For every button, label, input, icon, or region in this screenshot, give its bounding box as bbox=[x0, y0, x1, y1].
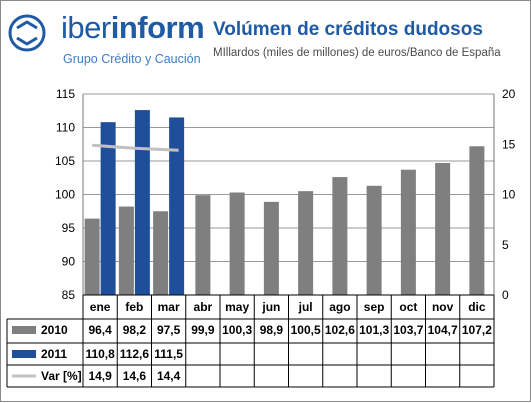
data-label: 112,6 bbox=[120, 347, 150, 361]
y-tick-label: 85 bbox=[62, 288, 76, 302]
legend-swatch bbox=[12, 326, 36, 334]
data-label: 103,7 bbox=[393, 323, 423, 337]
bar-2010 bbox=[118, 206, 134, 295]
x-category-label: jul bbox=[298, 300, 313, 314]
bar-2010 bbox=[332, 177, 348, 295]
bar-2010 bbox=[435, 163, 451, 295]
data-label: 107,2 bbox=[462, 323, 492, 337]
bar-2010 bbox=[153, 211, 169, 295]
y-tick-label: 115 bbox=[56, 87, 75, 101]
x-category-label: ago bbox=[329, 300, 350, 314]
brand-logo-text: iberinform bbox=[61, 10, 205, 45]
y-tick-label: 110 bbox=[56, 121, 75, 135]
data-label: 14,4 bbox=[157, 369, 181, 383]
legend-swatch bbox=[12, 350, 36, 358]
x-category-label: sep bbox=[364, 300, 385, 314]
legend-label: 2010 bbox=[41, 323, 68, 337]
x-category-label: may bbox=[225, 300, 249, 314]
y-tick-label: 100 bbox=[55, 188, 75, 202]
y-tick-label: 105 bbox=[55, 154, 75, 168]
bar-2010 bbox=[400, 169, 416, 295]
data-label: 14,9 bbox=[88, 369, 112, 383]
x-category-label: feb bbox=[125, 300, 143, 314]
y2-tick-label: 10 bbox=[502, 188, 516, 202]
bar-2011 bbox=[134, 110, 150, 295]
bar-2010 bbox=[263, 201, 279, 295]
x-category-label: dic bbox=[468, 300, 486, 314]
legend-label: 2011 bbox=[41, 347, 67, 361]
data-label: 111,5 bbox=[154, 347, 183, 361]
x-category-label: oct bbox=[399, 300, 417, 314]
chart-subtitle: MIllardos (miles de millones) de euros/B… bbox=[213, 47, 501, 59]
y2-tick-label: 15 bbox=[502, 137, 516, 151]
bar-2010 bbox=[229, 192, 245, 295]
bar-2011 bbox=[100, 122, 116, 295]
y-tick-label: 90 bbox=[62, 255, 76, 269]
data-label: 98,2 bbox=[123, 323, 147, 337]
bar-2011 bbox=[169, 117, 185, 295]
data-label: 14,6 bbox=[123, 369, 147, 383]
bar-2010 bbox=[84, 218, 100, 295]
brand-tagline: Grupo Crédito y Caución bbox=[63, 52, 201, 66]
data-label: 101,3 bbox=[359, 323, 389, 337]
x-category-label: mar bbox=[158, 300, 180, 314]
x-category-label: nov bbox=[432, 300, 454, 314]
x-category-label: abr bbox=[194, 300, 213, 314]
x-category-label: ene bbox=[90, 300, 111, 314]
data-label: 97,5 bbox=[157, 323, 181, 337]
bar-2010 bbox=[366, 185, 382, 295]
x-category-label: jun bbox=[261, 300, 280, 314]
data-label: 99,9 bbox=[191, 323, 215, 337]
y-tick-label: 95 bbox=[62, 221, 76, 235]
y2-tick-label: 5 bbox=[502, 238, 509, 252]
data-label: 96,4 bbox=[88, 323, 112, 337]
data-label: 110,8 bbox=[85, 347, 115, 361]
bar-2010 bbox=[469, 146, 485, 295]
data-label: 100,3 bbox=[222, 323, 252, 337]
legend-label: Var [%] bbox=[41, 369, 82, 383]
data-label: 104,7 bbox=[428, 323, 458, 337]
data-label: 98,9 bbox=[260, 323, 284, 337]
data-label: 100,5 bbox=[291, 323, 321, 337]
data-label: 102,6 bbox=[325, 323, 355, 337]
iberinform-logo-icon bbox=[8, 14, 46, 52]
var-line bbox=[92, 143, 179, 152]
bar-2010 bbox=[298, 191, 314, 295]
y2-tick-label: 0 bbox=[502, 288, 509, 302]
bar-2010 bbox=[195, 195, 211, 295]
chart-title: Volúmen de créditos dudosos bbox=[213, 19, 483, 40]
y2-tick-label: 20 bbox=[502, 87, 516, 101]
